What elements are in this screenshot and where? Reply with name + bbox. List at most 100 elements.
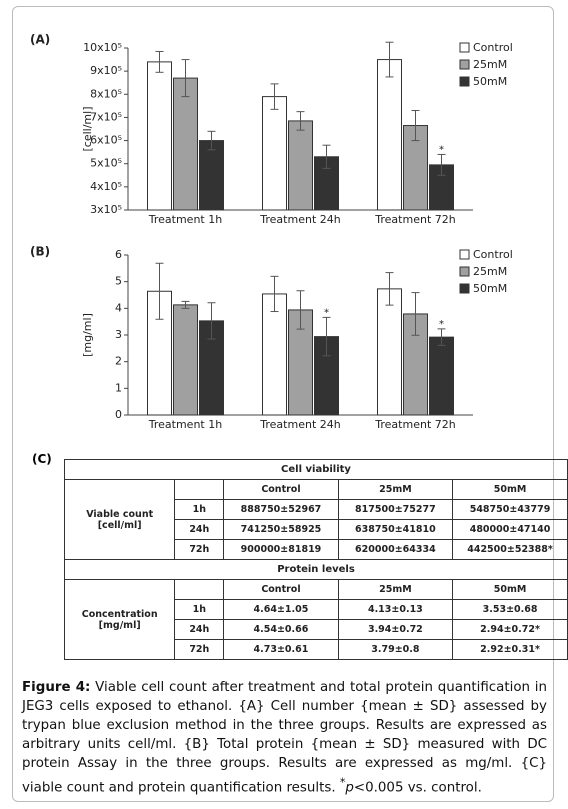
- legend-label: Control: [473, 41, 513, 54]
- y-tick-label: 8x10⁵: [90, 87, 122, 100]
- value-cell: 4.54±0.66: [223, 619, 339, 640]
- annotation: *: [324, 307, 329, 318]
- row-label-line: Concentration: [81, 608, 158, 620]
- legend-swatch: [459, 76, 470, 87]
- x-tick-label: Treatment 72h: [374, 213, 455, 226]
- time-cell: 1h: [174, 499, 225, 520]
- value-cell: 480000±47140: [452, 519, 568, 540]
- y-tick-label: 3x10⁵: [90, 203, 122, 216]
- value-cell: 2.94±0.72*: [452, 619, 568, 640]
- bar: [199, 140, 224, 211]
- value-cell: 4.13±0.13: [337, 599, 454, 620]
- table-row: Viable count [cell/ml] Control 25mM 50mM: [63, 479, 568, 560]
- figure-frame: [12, 6, 554, 802]
- value-cell: 638750±41810: [337, 519, 454, 540]
- bar: [147, 61, 172, 211]
- value-cell: 2.92±0.31*: [452, 639, 568, 660]
- row-label-line: [mg/ml]: [98, 619, 141, 631]
- legend-swatch: [459, 249, 470, 260]
- value-cell: 620000±64334: [337, 539, 454, 560]
- time-cell: 72h: [174, 539, 225, 560]
- x-tick-label: Treatment 1h: [148, 418, 222, 431]
- caption-label: Figure 4:: [22, 680, 91, 695]
- annotation: *: [439, 319, 444, 330]
- x-tick-label: Treatment 1h: [148, 213, 222, 226]
- value-cell: 4.64±1.05: [223, 599, 339, 620]
- y-tick-label: 5x10⁵: [90, 157, 122, 170]
- y-tick-label: 4: [115, 301, 122, 314]
- column-header: 25mM: [337, 479, 454, 500]
- bar: [173, 304, 198, 416]
- charts: (A) [cell/ml] 3x10⁵ 4x10⁵ 5x10⁵ 6x10⁵ 7x10⁵ 8x1…: [30, 33, 513, 432]
- table-row: 24h 4.54±0.66 3.94±0.72 2.94±0.72*: [65, 619, 568, 640]
- bar: [377, 59, 402, 211]
- y-tick-label: 4x10⁵: [90, 180, 122, 193]
- caption: Figure 4: Viable cell count after treatm…: [22, 678, 547, 797]
- column-header: Control: [223, 479, 339, 500]
- panel-label: (C): [32, 452, 52, 466]
- table-row: 72h 4.73±0.61 3.79±0.8 2.92±0.31*: [65, 639, 568, 660]
- value-cell: 3.94±0.72: [337, 619, 454, 640]
- legend-swatch: [459, 283, 470, 294]
- section-title: Cell viability: [64, 459, 568, 480]
- legend-label: 50mM: [473, 75, 507, 88]
- value-cell: 888750±52967: [223, 499, 339, 520]
- table-row: 1h 888750±52967 817500±75277 548750±43779: [65, 499, 568, 520]
- legend-swatch: [459, 42, 470, 53]
- blank-cell: [174, 579, 225, 600]
- y-axis-label: [cell/ml]: [81, 107, 94, 152]
- legend-swatch: [459, 266, 470, 277]
- y-tick-label: 6: [115, 248, 122, 261]
- caption-text: Viable cell count after treatment and to…: [22, 680, 547, 796]
- time-cell: 1h: [174, 599, 225, 620]
- annotation: *: [439, 144, 444, 155]
- bar: [377, 288, 402, 416]
- column-header: 50mM: [452, 579, 568, 600]
- value-cell: 817500±75277: [337, 499, 454, 520]
- y-axis-label: [mg/ml]: [81, 313, 94, 357]
- y-tick-label: 6x10⁵: [90, 134, 122, 147]
- caption-italic: p: [345, 780, 354, 796]
- y-tick-label: 7x10⁵: [90, 110, 122, 123]
- bar: [429, 336, 454, 416]
- value-cell: 741250±58925: [223, 519, 339, 540]
- x-tick-label: Treatment 72h: [374, 418, 455, 431]
- row-label: Viable count [cell/ml]: [63, 479, 176, 560]
- y-tick-label: 9x10⁵: [90, 64, 122, 77]
- time-cell: 24h: [174, 519, 225, 540]
- bar: [262, 96, 287, 211]
- legend-label: Control: [473, 248, 513, 261]
- column-header: 50mM: [452, 479, 568, 500]
- column-header: 25mM: [337, 579, 454, 600]
- panel-label: (B): [30, 245, 50, 259]
- y-tick-label: 1: [115, 381, 122, 394]
- table-row: Protein levels: [64, 559, 568, 580]
- legend-swatch: [459, 59, 470, 70]
- value-cell: 548750±43779: [452, 499, 568, 520]
- y-tick-label: 10x10⁵: [83, 41, 122, 54]
- caption-sup: *: [339, 776, 346, 789]
- y-tick-label: 5: [115, 275, 122, 288]
- row-label: Concentration [mg/ml]: [63, 579, 176, 660]
- y-tick-label: 3: [115, 328, 122, 341]
- bar: [262, 293, 287, 416]
- row-label-line: [cell/ml]: [97, 519, 142, 531]
- legend-label: 50mM: [473, 282, 507, 295]
- legend-label: 25mM: [473, 58, 507, 71]
- bar: [288, 120, 313, 211]
- column-header: Control: [223, 579, 339, 600]
- bar: [173, 77, 198, 211]
- legend-label: 25mM: [473, 265, 507, 278]
- value-cell: 442500±52388*: [452, 539, 568, 560]
- value-cell: 900000±81819: [223, 539, 339, 560]
- caption-tail: <0.005 vs. control.: [353, 780, 482, 796]
- results-table: Cell viability Viable count [cell/ml] Contr…: [63, 459, 568, 660]
- section-title: Protein levels: [64, 559, 568, 580]
- time-cell: 24h: [174, 619, 225, 640]
- x-tick-label: Treatment 24h: [259, 418, 340, 431]
- x-tick-label: Treatment 24h: [259, 213, 340, 226]
- value-cell: 4.73±0.61: [223, 639, 339, 660]
- row-label-line: Viable count: [86, 508, 154, 520]
- y-tick-label: 0: [115, 408, 122, 421]
- value-cell: 3.79±0.8: [337, 639, 454, 660]
